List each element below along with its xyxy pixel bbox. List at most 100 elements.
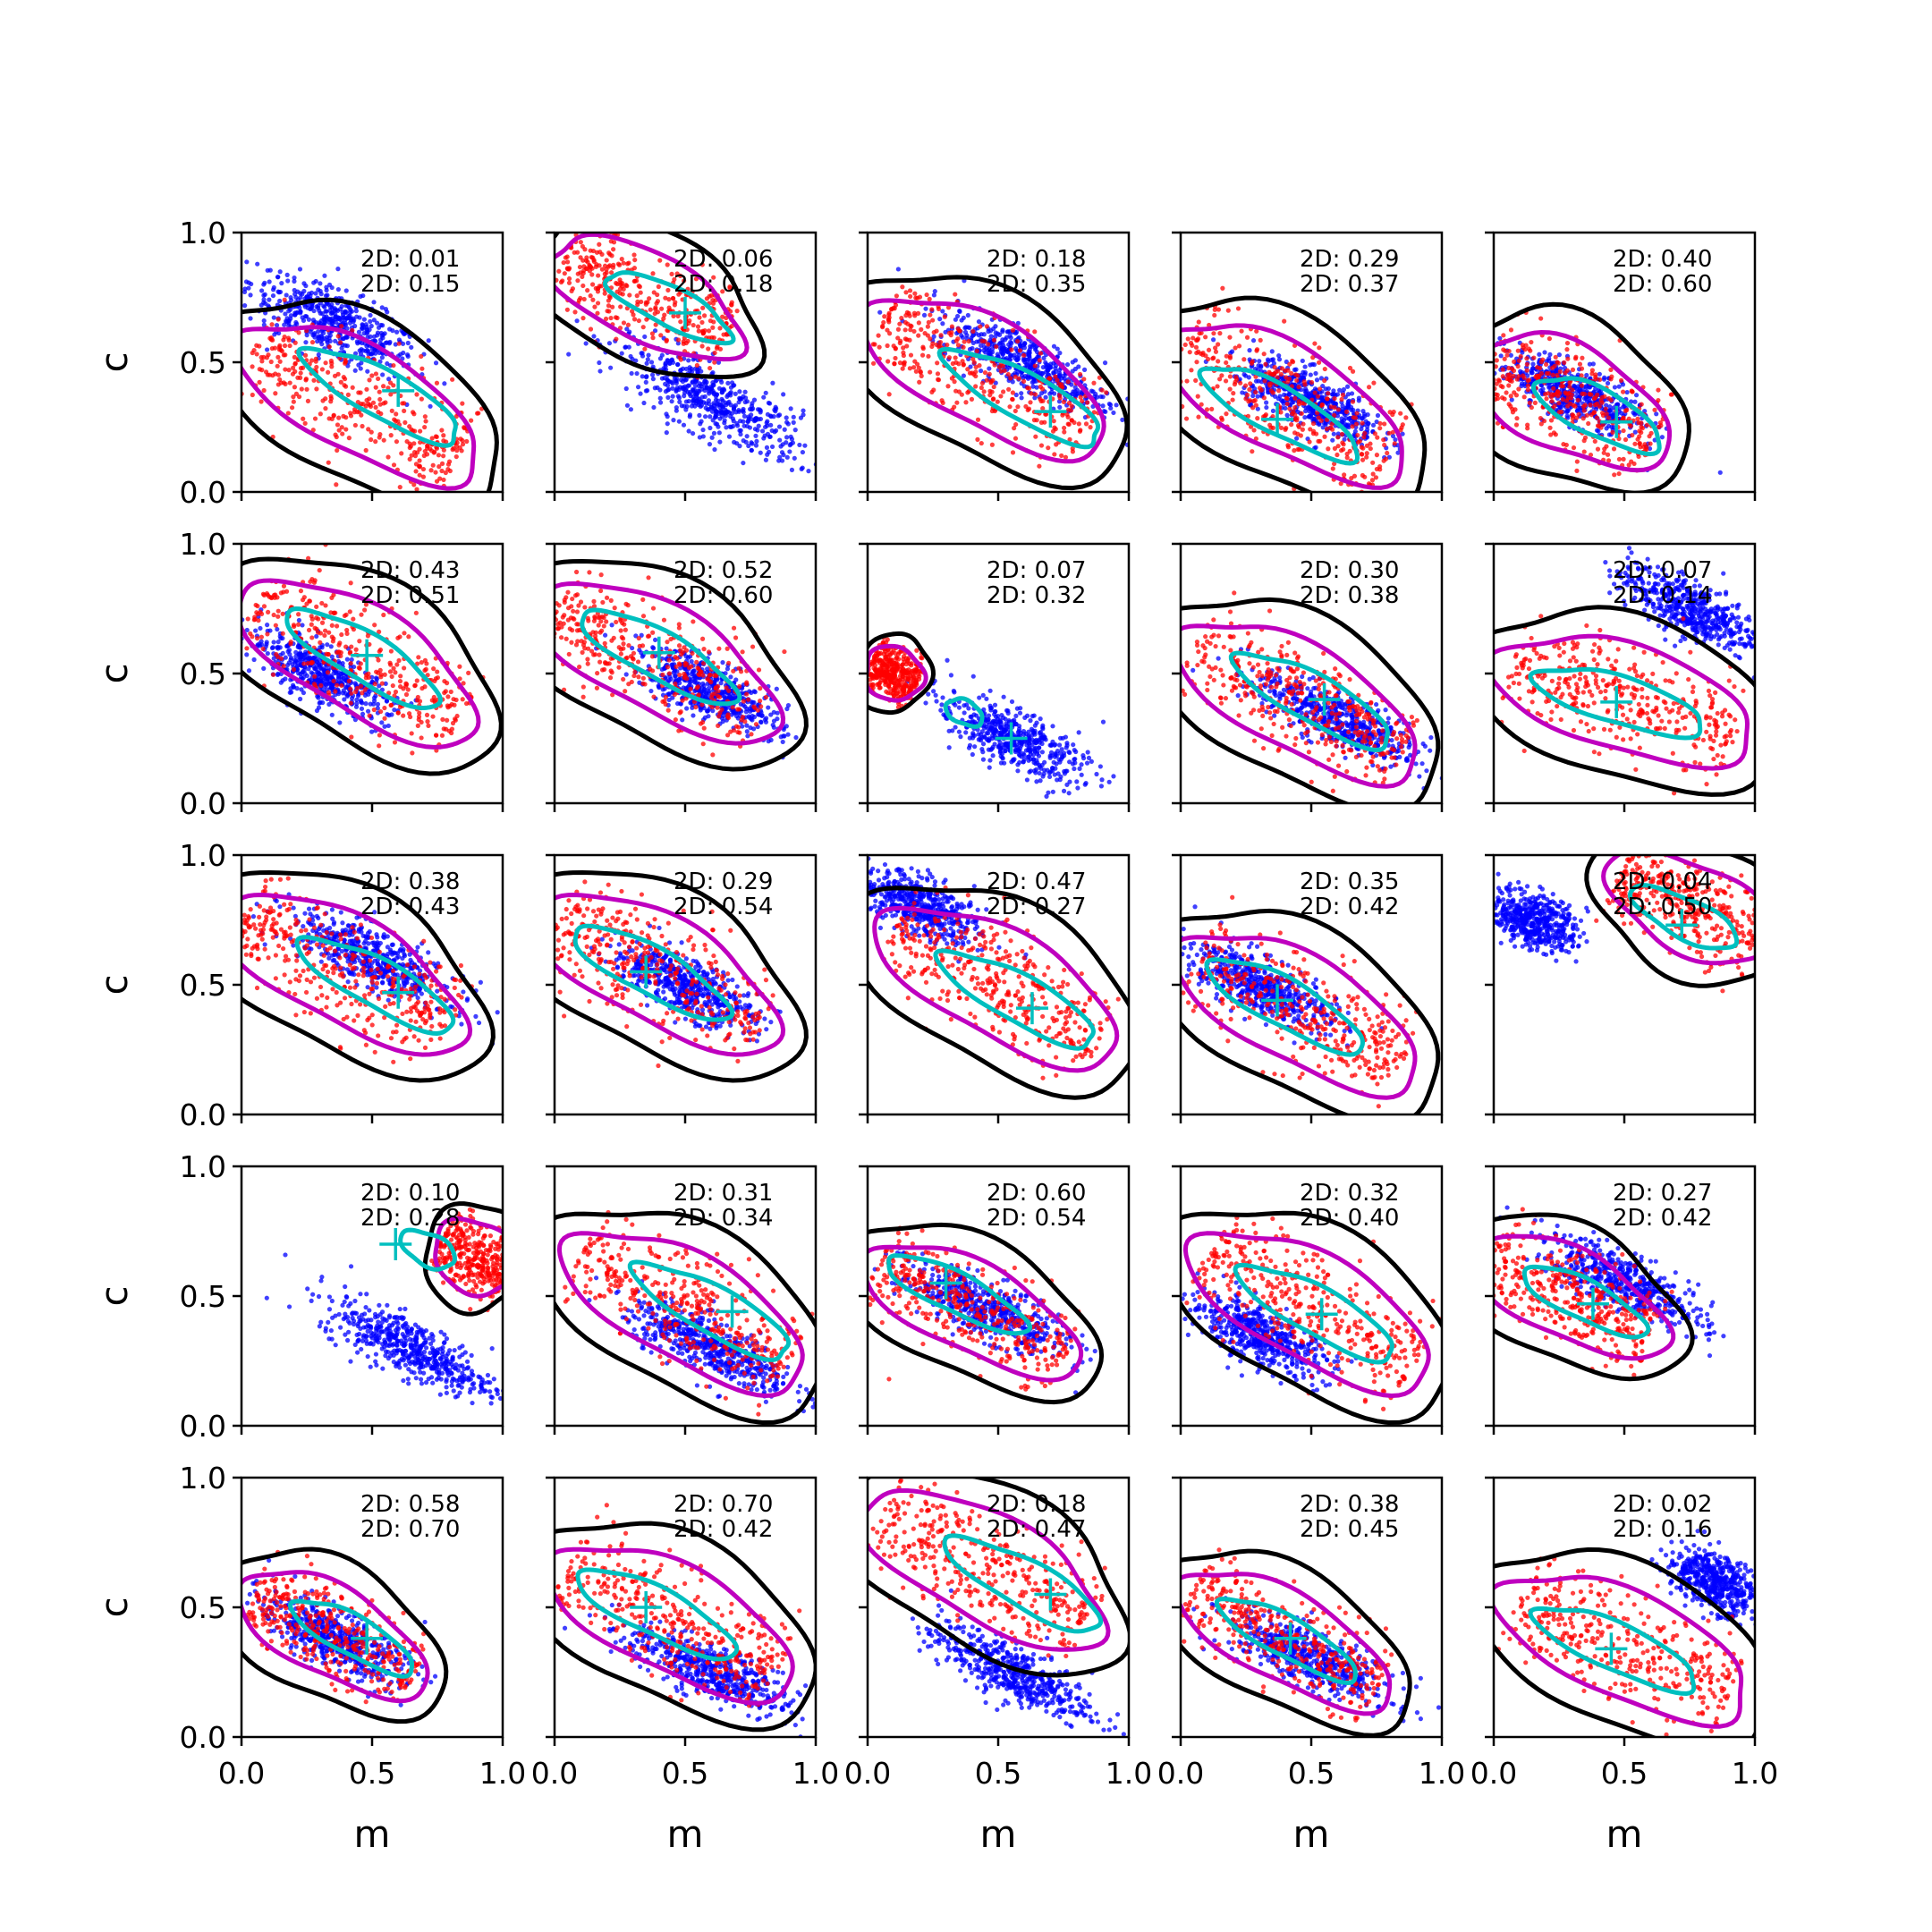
red-point — [589, 266, 595, 271]
red-point — [1047, 376, 1053, 381]
red-point — [1212, 312, 1217, 318]
blue-point — [753, 443, 759, 448]
red-point — [1310, 420, 1317, 427]
red-point — [1526, 377, 1532, 383]
blue-point — [1089, 388, 1095, 394]
blue-point — [693, 393, 699, 398]
red-point — [1603, 406, 1608, 411]
red-point — [267, 335, 273, 341]
blue-point — [259, 642, 265, 648]
blue-point — [722, 418, 727, 423]
red-point — [1224, 353, 1229, 359]
black-contour — [1181, 295, 1428, 492]
blue-point — [1007, 333, 1013, 338]
red-point — [1301, 421, 1306, 427]
red-point — [1284, 401, 1290, 407]
red-point — [453, 413, 459, 419]
red-point — [1199, 402, 1204, 407]
red-point — [901, 350, 906, 355]
red-point — [1227, 374, 1233, 379]
blue-point — [702, 414, 708, 419]
red-point — [588, 326, 594, 332]
blue-point — [409, 344, 414, 350]
red-point — [681, 339, 686, 344]
blue-point — [1258, 364, 1264, 369]
red-point — [1354, 411, 1360, 416]
red-point — [1515, 348, 1521, 353]
red-point — [607, 263, 613, 268]
red-point — [973, 384, 979, 389]
blue-point — [1323, 421, 1328, 428]
blue-point — [1642, 409, 1648, 414]
plot-area — [242, 544, 503, 776]
red-point — [261, 354, 267, 360]
blue-point — [294, 321, 300, 326]
blue-point — [657, 387, 663, 393]
red-point — [729, 302, 734, 308]
red-point — [1091, 380, 1097, 386]
red-point — [575, 278, 580, 284]
red-point — [453, 453, 459, 460]
blue-point — [1276, 357, 1283, 362]
red-point — [460, 442, 466, 447]
blue-point — [758, 416, 764, 422]
blue-point — [380, 372, 386, 377]
red-point — [1347, 513, 1352, 518]
red-point — [984, 324, 989, 329]
blue-point — [764, 445, 770, 450]
red-point — [1504, 390, 1509, 395]
blue-point — [1007, 357, 1013, 362]
blue-point — [1030, 384, 1036, 389]
red-point — [369, 436, 374, 443]
blue-point — [1466, 358, 1470, 362]
red-point — [1507, 372, 1513, 377]
blue-point — [690, 369, 695, 375]
red-point — [953, 388, 959, 394]
blue-point — [1025, 376, 1031, 381]
red-point — [1551, 386, 1556, 391]
red-point — [257, 379, 262, 385]
red-point — [1253, 389, 1258, 395]
red-point — [292, 385, 298, 390]
red-point — [377, 435, 382, 440]
red-point — [1249, 360, 1255, 366]
red-point — [1326, 391, 1331, 396]
red-point — [302, 420, 308, 426]
red-point — [1597, 377, 1603, 382]
blue-point — [393, 342, 398, 347]
red-point — [956, 361, 962, 367]
red-point — [1506, 383, 1512, 388]
red-point — [313, 356, 318, 361]
blue-point — [351, 316, 356, 321]
red-point — [585, 288, 590, 293]
blue-point — [242, 289, 248, 295]
blue-point — [382, 724, 387, 729]
blue-point — [356, 362, 361, 368]
red-point — [904, 343, 910, 349]
red-point — [469, 418, 474, 423]
blue-point — [967, 346, 973, 352]
blue-point — [326, 701, 332, 708]
red-point — [1609, 374, 1614, 379]
blue-point — [726, 399, 732, 405]
blue-point — [333, 314, 338, 320]
blue-point — [707, 442, 713, 447]
red-point — [915, 310, 921, 316]
red-point — [1508, 403, 1513, 409]
red-point — [268, 359, 274, 365]
red-point — [1227, 335, 1233, 340]
red-point — [634, 293, 640, 299]
blue-point — [301, 669, 306, 674]
red-point — [1593, 377, 1598, 382]
red-point — [979, 440, 984, 446]
red-point — [1635, 416, 1640, 421]
blue-point — [792, 455, 797, 461]
red-point — [1579, 366, 1585, 371]
blue-point — [716, 360, 722, 365]
red-point — [1611, 446, 1617, 452]
red-point — [1296, 384, 1301, 390]
blue-point — [1250, 393, 1256, 399]
blue-point — [1270, 357, 1276, 362]
blue-point — [1546, 385, 1552, 390]
red-point — [1289, 370, 1294, 377]
